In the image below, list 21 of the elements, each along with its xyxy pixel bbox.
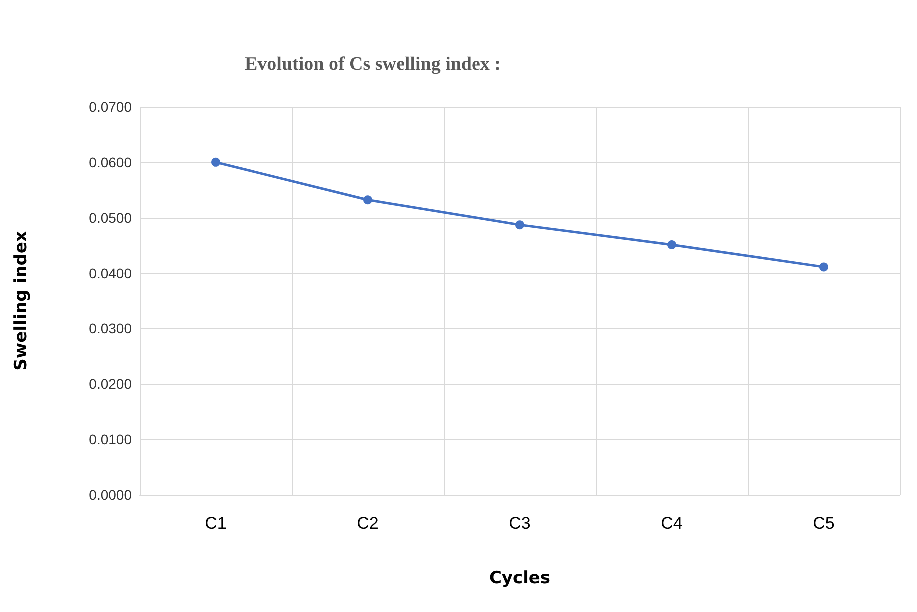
x-tick-label: C1 — [205, 514, 227, 533]
point — [820, 262, 828, 272]
point — [516, 220, 524, 230]
x-tick-label: C2 — [357, 514, 379, 533]
y-tick-label: 0.0600 — [89, 154, 132, 170]
y-axis-title: Swelling index — [12, 231, 32, 371]
x-tick-label: C3 — [509, 514, 531, 533]
x-tick-label: C5 — [813, 514, 835, 533]
x-axis-title: Cycles — [489, 568, 551, 588]
y-tick-label: 0.0700 — [89, 99, 132, 115]
y-tick-label: 0.0300 — [89, 320, 132, 337]
y-tick-label: 0.0200 — [89, 376, 132, 392]
point — [364, 196, 372, 205]
point — [668, 240, 676, 250]
y-tick-label: 0.0500 — [89, 210, 132, 226]
chart-title: Evolution of Cs swelling index : — [245, 54, 502, 75]
point — [212, 158, 220, 167]
y-tick-label: 0.0400 — [89, 265, 132, 282]
y-tick-label: 0.0000 — [89, 487, 132, 503]
y-tick-label: 0.0100 — [89, 432, 132, 448]
x-tick-label: C4 — [661, 514, 683, 533]
